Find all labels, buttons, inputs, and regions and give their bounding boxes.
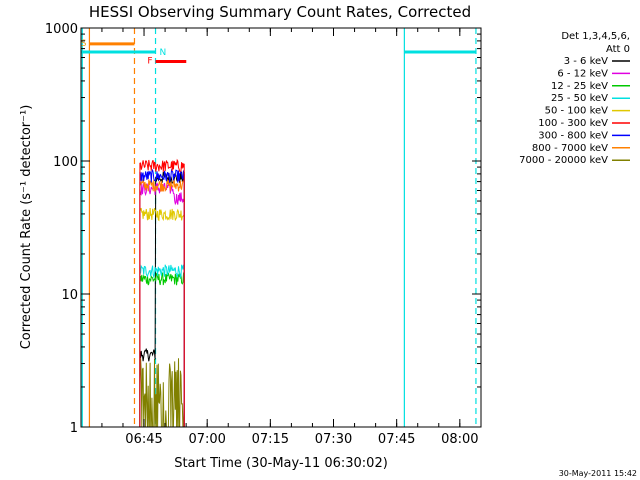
x-tick-label: 07:45 bbox=[378, 432, 415, 447]
legend-label: 800 - 7000 keV bbox=[532, 143, 608, 154]
legend-label: 6 - 12 keV bbox=[557, 68, 608, 79]
legend-label: 300 - 800 keV bbox=[538, 130, 608, 141]
y-tick-label: 1000 bbox=[45, 22, 78, 37]
legend-label: 3 - 6 keV bbox=[564, 56, 608, 67]
y-axis-label: Corrected Count Rate (s⁻¹ detector⁻¹) bbox=[19, 105, 34, 350]
x-tick-label: 07:30 bbox=[315, 432, 352, 447]
legend-label: 25 - 50 keV bbox=[551, 93, 608, 104]
x-axis-label: Start Time (30-May-11 06:30:02) bbox=[174, 456, 388, 471]
y-tick-label: 1 bbox=[70, 421, 78, 436]
flag-label: N bbox=[160, 48, 167, 58]
flag-label: S bbox=[81, 39, 87, 49]
y-tick-label: 100 bbox=[53, 155, 78, 170]
legend-header: Det 1,3,4,5,6, bbox=[561, 31, 630, 42]
x-tick-label: 06:45 bbox=[125, 432, 162, 447]
plot-frame bbox=[80, 27, 482, 428]
series-line bbox=[139, 171, 185, 427]
series-line bbox=[139, 168, 185, 427]
axes: 06:45 07:00 07:15 07:30 07:45 08:00 1 10 100 1000 bbox=[45, 22, 481, 447]
legend-label: 50 - 100 keV bbox=[545, 106, 609, 117]
legend-label: 12 - 25 keV bbox=[551, 81, 608, 92]
series-line bbox=[139, 158, 185, 427]
legend-label: 7000 - 20000 keV bbox=[519, 155, 608, 166]
plot-area: S NF bbox=[81, 28, 477, 428]
chart-title: HESSI Observing Summary Count Rates, Cor… bbox=[89, 3, 471, 21]
legend-label: 100 - 300 keV bbox=[538, 118, 608, 129]
y-tick-label: 10 bbox=[61, 288, 78, 303]
legend-header: Att 0 bbox=[606, 44, 630, 55]
flag-label: F bbox=[147, 56, 152, 66]
series-line bbox=[139, 177, 185, 427]
series-line bbox=[139, 264, 185, 427]
x-tick-label: 07:00 bbox=[188, 432, 225, 447]
series-line bbox=[139, 207, 185, 427]
x-tick-label: 08:00 bbox=[441, 432, 478, 447]
x-tick-label: 07:15 bbox=[252, 432, 289, 447]
timestamp: 30-May-2011 15:42 bbox=[559, 469, 637, 478]
